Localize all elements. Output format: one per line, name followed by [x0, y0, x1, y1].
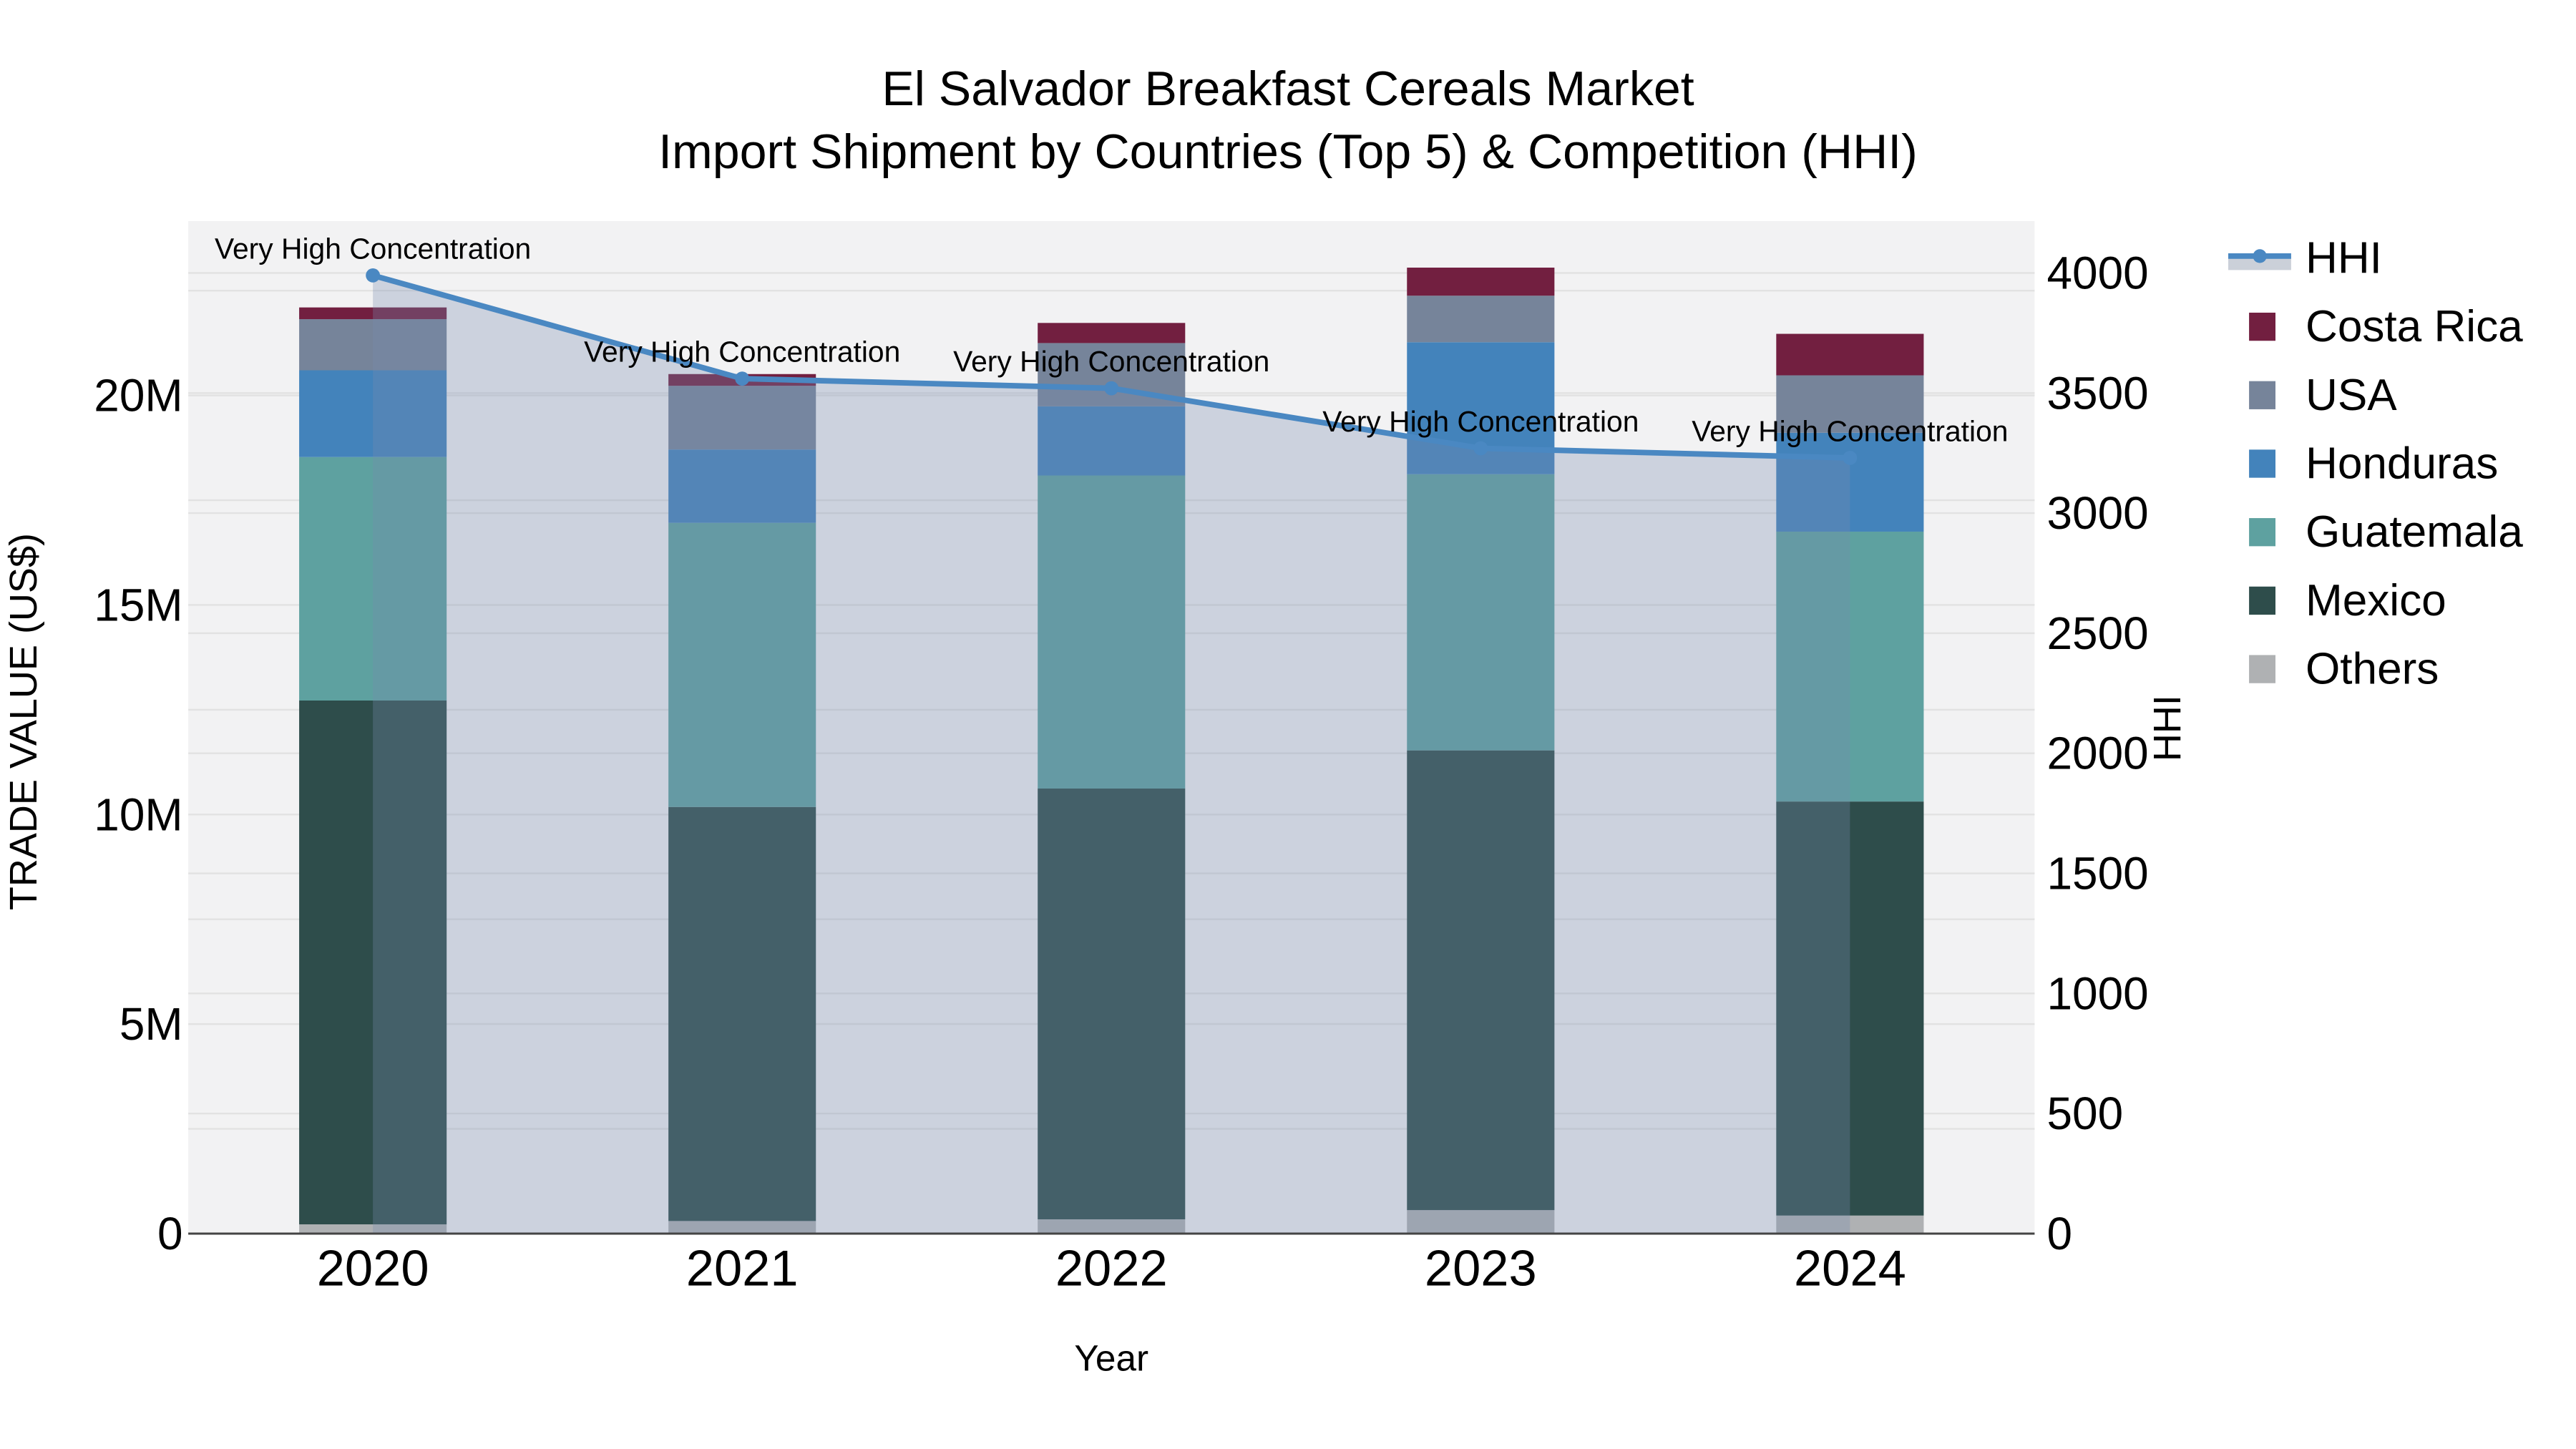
right-y-tick-label: 0: [2047, 1208, 2073, 1259]
annotation-2022: Very High Concentration: [953, 345, 1269, 378]
legend-label-costa-rica: Costa Rica: [2306, 302, 2523, 351]
hhi-marker-2022: [1104, 381, 1119, 396]
bar-segment-2020-costa-rica: [299, 307, 447, 320]
legend-label-hhi: HHI: [2306, 233, 2382, 283]
right-y-tick-label: 1500: [2047, 848, 2149, 899]
bar-segment-2021-mexico: [668, 806, 816, 1221]
bar-segment-2024-mexico: [1776, 801, 1924, 1216]
bar-segment-2024-usa: [1776, 375, 1924, 433]
left-y-axis-title: TRADE VALUE (US$): [2, 533, 45, 910]
bar-segment-2020-others: [299, 1224, 447, 1234]
left-y-tick-label: 20M: [94, 370, 182, 421]
bar-segment-2020-usa: [299, 319, 447, 371]
legend-hhi-area-sample: [2228, 255, 2291, 270]
legend-swatch-usa: [2249, 381, 2275, 409]
x-tick-label-2022: 2022: [1055, 1239, 1168, 1296]
x-tick-label-2024: 2024: [1794, 1239, 1906, 1296]
bar-segment-2023-costa-rica: [1407, 268, 1555, 296]
hhi-marker-2021: [735, 371, 750, 386]
hhi-marker-2023: [1473, 441, 1488, 456]
bar-segment-2023-guatemala: [1407, 474, 1555, 751]
bar-segment-2022-others: [1038, 1219, 1186, 1234]
bar-segment-2023-mexico: [1407, 750, 1555, 1211]
hhi-marker-2024: [1843, 451, 1858, 465]
bar-segment-2020-mexico: [299, 700, 447, 1225]
chart-title-line2: Import Shipment by Countries (Top 5) & C…: [658, 125, 1918, 179]
legend-swatch-costa-rica: [2249, 312, 2275, 341]
x-tick-label-2021: 2021: [686, 1239, 799, 1296]
bar-segment-2023-others: [1407, 1210, 1555, 1234]
right-y-tick-label: 2500: [2047, 608, 2149, 659]
bar-segment-2024-others: [1776, 1215, 1924, 1234]
right-y-tick-label: 1000: [2047, 967, 2149, 1019]
x-tick-label-2023: 2023: [1425, 1239, 1537, 1296]
legend-label-others: Others: [2306, 645, 2439, 694]
left-y-tick-label: 0: [157, 1208, 183, 1259]
right-y-axis-title: HHI: [2146, 695, 2189, 761]
x-axis-title: Year: [1074, 1338, 1148, 1379]
legend-label-honduras: Honduras: [2306, 439, 2498, 489]
annotation-2021: Very High Concentration: [584, 336, 900, 369]
legend-label-mexico: Mexico: [2306, 576, 2446, 625]
annotation-2024: Very High Concentration: [1692, 414, 2008, 447]
annotation-2020: Very High Concentration: [215, 232, 531, 265]
bar-segment-2022-costa-rica: [1038, 323, 1186, 343]
bar-segment-2024-honduras: [1776, 432, 1924, 532]
right-y-tick-label: 500: [2047, 1088, 2124, 1139]
bar-segment-2024-guatemala: [1776, 531, 1924, 802]
annotation-2023: Very High Concentration: [1322, 405, 1639, 438]
x-tick-label-2020: 2020: [317, 1239, 429, 1296]
legend-swatch-honduras: [2249, 449, 2275, 478]
bar-segment-2020-honduras: [299, 370, 447, 457]
legend-swatch-others: [2249, 655, 2275, 683]
bar-segment-2021-others: [668, 1221, 816, 1234]
bar-segment-2022-mexico: [1038, 788, 1186, 1220]
legend-label-guatemala: Guatemala: [2306, 507, 2523, 557]
legend-swatch-guatemala: [2249, 518, 2275, 547]
hhi-marker-2020: [366, 268, 381, 283]
legend-label-usa: USA: [2306, 371, 2397, 420]
right-y-tick-label: 2000: [2047, 728, 2149, 779]
right-y-tick-label: 3500: [2047, 367, 2149, 419]
bar-segment-2020-guatemala: [299, 457, 447, 701]
left-y-tick-label: 5M: [119, 998, 183, 1050]
left-y-tick-label: 10M: [94, 789, 182, 840]
bar-segment-2024-costa-rica: [1776, 333, 1924, 376]
bar-segment-2021-usa: [668, 386, 816, 450]
bar-segment-2022-honduras: [1038, 406, 1186, 476]
right-y-tick-label: 3000: [2047, 487, 2149, 539]
bar-segment-2021-guatemala: [668, 522, 816, 807]
right-y-tick-label: 4000: [2047, 247, 2149, 298]
bar-segment-2023-usa: [1407, 296, 1555, 343]
hhi-area-fill: [373, 275, 1850, 1234]
bar-segment-2021-honduras: [668, 449, 816, 523]
left-y-tick-label: 15M: [94, 579, 182, 630]
legend-hhi-marker-sample: [2253, 249, 2267, 263]
chart-title-line1: El Salvador Breakfast Cereals Market: [882, 62, 1694, 116]
bar-segment-2022-guatemala: [1038, 475, 1186, 789]
legend-swatch-mexico: [2249, 586, 2275, 615]
